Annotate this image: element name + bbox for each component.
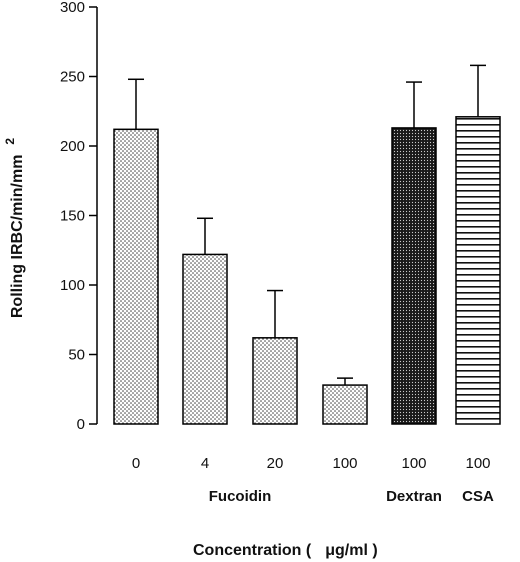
x-tick-label: 100 <box>465 455 490 472</box>
bar <box>455 116 501 425</box>
y-tick-label: 200 <box>60 138 85 155</box>
group-labels: Fucoidin Dextran CSA <box>209 488 494 505</box>
bar <box>252 337 298 425</box>
y-axis: 0 50 100 150 200 250 300 <box>60 0 98 433</box>
y-tick-label: 100 <box>60 277 85 294</box>
y-tick-label: 300 <box>60 0 85 16</box>
x-tick-label: 4 <box>201 455 209 472</box>
y-axis-title: Rolling IRBC/min/mm2 <box>3 138 26 319</box>
y-tick-label: 50 <box>68 347 85 364</box>
x-tick-labels: 0 4 20 100 100 100 <box>132 455 491 472</box>
x-axis-title: Concentration (μg/ml ) <box>193 542 378 559</box>
bars <box>113 64 501 425</box>
x-tick-label: 100 <box>332 455 357 472</box>
y-tick-label: 0 <box>77 416 85 433</box>
group-label: Dextran <box>386 488 442 505</box>
bar <box>182 253 228 425</box>
y-tick-label: 250 <box>60 69 85 86</box>
bar <box>391 127 437 425</box>
group-label: CSA <box>462 488 494 505</box>
x-tick-label: 100 <box>401 455 426 472</box>
bar <box>322 384 368 425</box>
x-tick-label: 20 <box>267 455 284 472</box>
group-label: Fucoidin <box>209 488 272 505</box>
x-tick-label: 0 <box>132 455 140 472</box>
bar <box>113 128 159 425</box>
y-tick-label: 150 <box>60 208 85 225</box>
